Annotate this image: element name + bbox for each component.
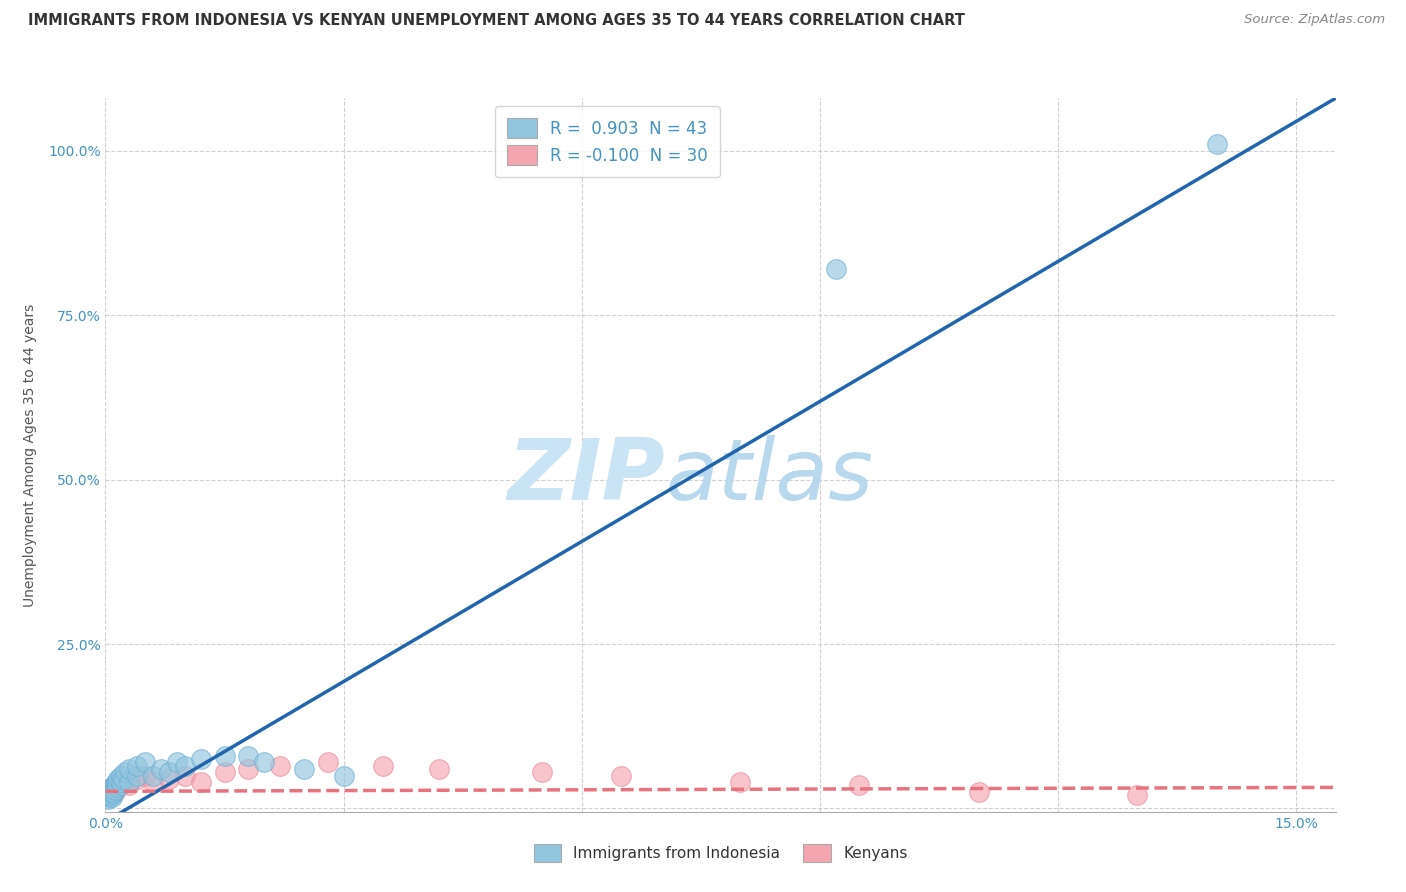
Point: [824, 262, 846, 277]
Y-axis label: Unemployment Among Ages 35 to 44 years: Unemployment Among Ages 35 to 44 years: [22, 303, 37, 607]
Point: [1205, 137, 1227, 152]
Point: [127, 772, 149, 786]
Point: [373, 758, 395, 772]
Point: [332, 768, 354, 782]
Point: [292, 762, 315, 776]
Point: [610, 768, 633, 782]
Point: [104, 775, 127, 789]
Point: [253, 756, 276, 770]
Text: ZIP: ZIP: [508, 434, 665, 518]
Point: [118, 779, 141, 793]
Point: [96, 785, 118, 799]
Point: [110, 779, 132, 793]
Point: [104, 785, 127, 799]
Point: [530, 765, 553, 780]
Text: Source: ZipAtlas.com: Source: ZipAtlas.com: [1244, 13, 1385, 27]
Point: [96, 789, 118, 803]
Point: [848, 779, 870, 793]
Point: [104, 783, 127, 797]
Point: [157, 765, 180, 780]
Point: [110, 768, 132, 782]
Point: [173, 768, 195, 782]
Point: [316, 756, 339, 770]
Point: [98, 789, 121, 803]
Point: [269, 758, 291, 772]
Point: [134, 768, 156, 782]
Point: [107, 772, 129, 786]
Legend: Immigrants from Indonesia, Kenyans: Immigrants from Indonesia, Kenyans: [527, 838, 914, 868]
Point: [142, 775, 165, 789]
Point: [110, 775, 132, 789]
Point: [118, 775, 141, 789]
Point: [104, 779, 127, 793]
Text: IMMIGRANTS FROM INDONESIA VS KENYAN UNEMPLOYMENT AMONG AGES 35 TO 44 YEARS CORRE: IMMIGRANTS FROM INDONESIA VS KENYAN UNEM…: [28, 13, 965, 29]
Point: [101, 780, 124, 795]
Point: [97, 785, 120, 799]
Point: [238, 762, 260, 776]
Point: [111, 772, 134, 786]
Point: [127, 758, 149, 772]
Point: [100, 785, 122, 799]
Text: atlas: atlas: [665, 434, 873, 518]
Point: [97, 789, 120, 804]
Point: [214, 765, 236, 780]
Point: [134, 756, 156, 770]
Point: [101, 789, 124, 804]
Point: [157, 772, 180, 786]
Point: [967, 785, 990, 799]
Point: [98, 785, 121, 799]
Point: [98, 781, 121, 796]
Point: [101, 787, 124, 801]
Point: [98, 787, 121, 801]
Point: [150, 762, 173, 776]
Point: [110, 775, 132, 789]
Point: [190, 752, 212, 766]
Point: [98, 783, 121, 797]
Point: [127, 768, 149, 782]
Point: [97, 791, 120, 805]
Point: [97, 781, 120, 796]
Point: [105, 780, 128, 795]
Point: [103, 785, 125, 799]
Point: [101, 780, 124, 795]
Point: [100, 787, 122, 801]
Point: [114, 765, 136, 780]
Point: [214, 748, 236, 763]
Point: [238, 748, 260, 763]
Point: [166, 756, 188, 770]
Point: [105, 779, 128, 793]
Point: [103, 781, 125, 796]
Point: [142, 768, 165, 782]
Point: [1126, 789, 1149, 803]
Point: [427, 762, 450, 776]
Point: [118, 762, 141, 776]
Point: [103, 781, 125, 796]
Point: [105, 776, 128, 790]
Point: [173, 758, 195, 772]
Point: [190, 775, 212, 789]
Point: [730, 775, 752, 789]
Point: [98, 783, 121, 797]
Point: [97, 789, 120, 803]
